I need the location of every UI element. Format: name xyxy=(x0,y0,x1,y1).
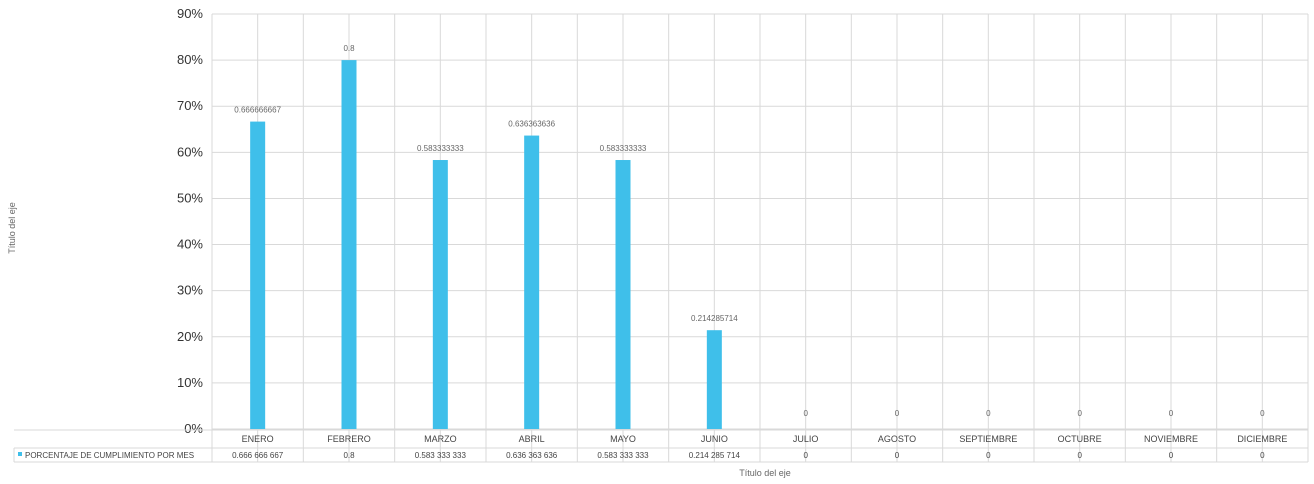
y-tick-label: 40% xyxy=(177,237,203,252)
data-label: 0.583333333 xyxy=(600,144,647,153)
data-label: 0.583333333 xyxy=(417,144,464,153)
data-labels: 0.666666667 0.8 0.583333333 0.636363636 0.58… xyxy=(234,44,1265,418)
x-category-label: JULIO xyxy=(793,434,819,444)
table-value: 0 xyxy=(1260,451,1265,460)
y-tick-label: 10% xyxy=(177,375,203,390)
y-tick-label: 60% xyxy=(177,144,203,159)
x-category-label: OCTUBRE xyxy=(1058,434,1102,444)
bar xyxy=(432,160,448,429)
table-value: 0.214 285 714 xyxy=(689,451,741,460)
x-category-label: SEPTIEMBRE xyxy=(959,434,1017,444)
data-label: 0 xyxy=(986,409,991,418)
y-tick-label: 70% xyxy=(177,98,203,113)
data-label: 0.214285714 xyxy=(691,314,738,323)
x-category-label: ABRIL xyxy=(519,434,545,444)
data-label: 0 xyxy=(895,409,900,418)
x-category-label: AGOSTO xyxy=(878,434,916,444)
x-category-label: ENERO xyxy=(242,434,274,444)
x-category-label: NOVIEMBRE xyxy=(1144,434,1198,444)
y-axis-ticks: 0% 10% 20% 30% 40% 50% 60% 70% 80% 90% xyxy=(177,6,203,436)
data-label: 0 xyxy=(1260,409,1265,418)
x-category-label: JUNIO xyxy=(701,434,728,444)
bar xyxy=(524,135,540,429)
x-category-label: DICIEMBRE xyxy=(1237,434,1287,444)
table-value: 0.666 666 667 xyxy=(232,451,284,460)
y-tick-label: 50% xyxy=(177,190,203,205)
data-label: 0 xyxy=(1169,409,1174,418)
table-value: 0 xyxy=(803,451,808,460)
table-value: 0 xyxy=(895,451,900,460)
x-axis-title: Título del eje xyxy=(739,468,791,478)
legend-series-name: PORCENTAJE DE CUMPLIMIENTO POR MES xyxy=(25,451,194,460)
x-category-label: MAYO xyxy=(610,434,636,444)
y-tick-label: 80% xyxy=(177,52,203,67)
bar xyxy=(706,330,722,429)
table-value: 0.583 333 333 xyxy=(415,451,467,460)
bars xyxy=(250,60,722,429)
data-label: 0.636363636 xyxy=(508,120,555,129)
data-label: 0.666666667 xyxy=(234,106,281,115)
y-tick-label: 0% xyxy=(184,421,203,436)
y-axis-title: Título del eje xyxy=(7,202,17,254)
y-tick-label: 20% xyxy=(177,329,203,344)
table-value: 0.8 xyxy=(343,451,355,460)
table-value: 0 xyxy=(1077,451,1082,460)
data-table: PORCENTAJE DE CUMPLIMIENTO POR MES ENERO 0… xyxy=(13,429,1308,463)
legend-swatch xyxy=(18,452,22,456)
bar xyxy=(341,60,357,429)
data-label: 0 xyxy=(1077,409,1082,418)
y-tick-label: 90% xyxy=(177,6,203,21)
table-value: 0 xyxy=(1169,451,1174,460)
x-category-label: MARZO xyxy=(424,434,457,444)
y-tick-label: 30% xyxy=(177,283,203,298)
data-label: 0.8 xyxy=(343,44,355,53)
table-value: 0 xyxy=(986,451,991,460)
bar xyxy=(615,160,631,429)
x-category-label: FEBRERO xyxy=(327,434,371,444)
table-value: 0.636 363 636 xyxy=(506,451,558,460)
grid-lines xyxy=(211,13,1309,462)
table-value: 0.583 333 333 xyxy=(597,451,649,460)
data-label: 0 xyxy=(803,409,808,418)
bar xyxy=(250,121,266,429)
